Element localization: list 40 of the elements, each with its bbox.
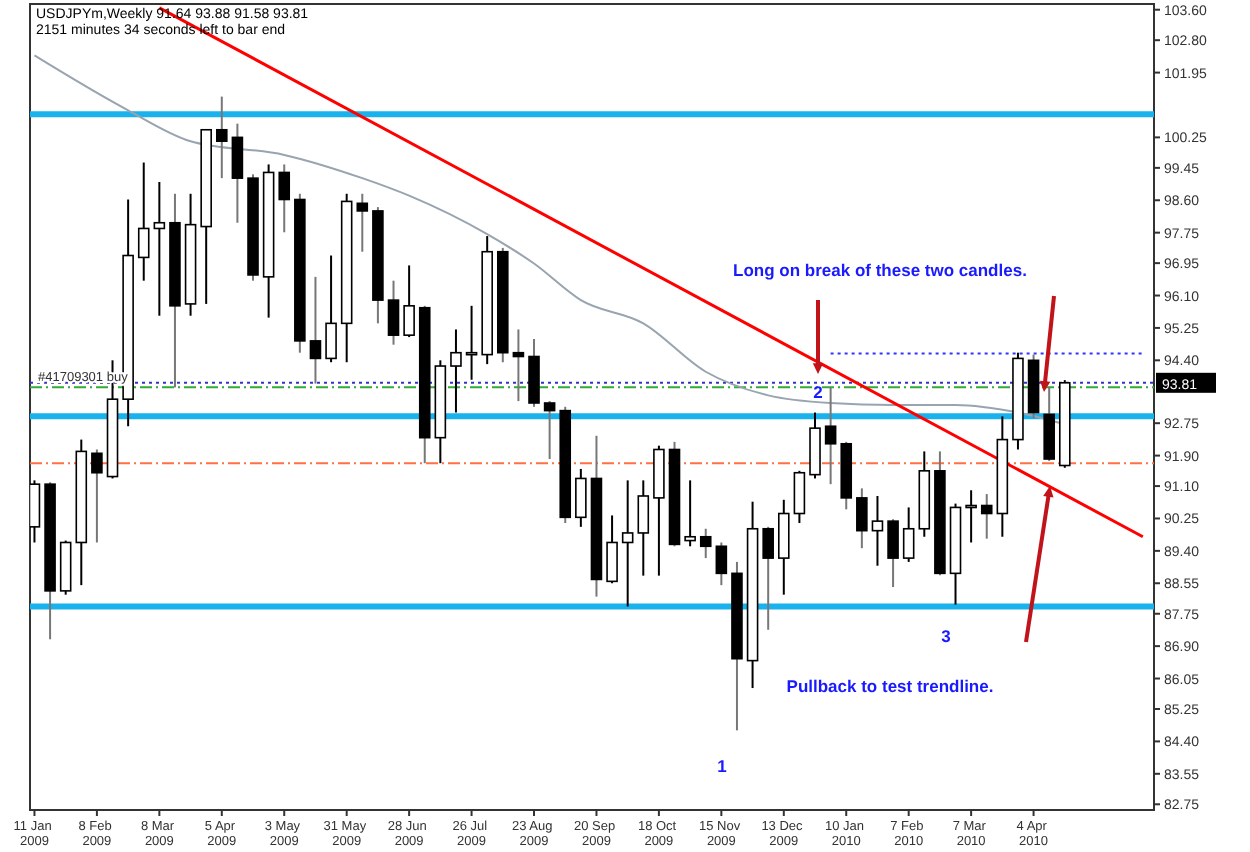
candlestick xyxy=(871,494,884,567)
candlestick xyxy=(762,525,774,631)
candlestick xyxy=(637,479,650,577)
candlestick xyxy=(278,163,291,234)
candlestick xyxy=(902,506,915,563)
candlestick xyxy=(528,337,540,408)
candlestick xyxy=(809,411,821,480)
candlestick xyxy=(684,479,696,548)
candlestick xyxy=(887,518,899,589)
candlestick xyxy=(715,541,728,587)
candlestick xyxy=(965,489,977,544)
candlestick xyxy=(215,95,228,180)
candlestick xyxy=(403,264,415,339)
candlestick xyxy=(980,493,993,540)
candlestick xyxy=(450,328,462,414)
candlestick xyxy=(153,180,166,317)
candlestick xyxy=(543,400,556,461)
candlestick xyxy=(575,467,587,528)
annotation: 1 xyxy=(717,756,728,776)
candlestick xyxy=(91,448,103,544)
candlestick xyxy=(387,279,400,346)
candlestick xyxy=(621,479,634,608)
candlestick xyxy=(309,275,322,385)
candlestick xyxy=(512,328,525,403)
annotation: Long on break of these two candles. xyxy=(733,260,1027,280)
candlestick xyxy=(699,527,712,560)
candlestick xyxy=(231,122,244,224)
candlestick xyxy=(356,192,369,253)
annotation: 3 xyxy=(941,626,952,646)
candlestick xyxy=(606,514,618,585)
annotation: 2 xyxy=(813,382,824,402)
candlestick xyxy=(777,498,790,596)
candlestick xyxy=(856,487,868,550)
candlestick xyxy=(137,161,150,282)
candlestick xyxy=(824,386,837,486)
candlestick xyxy=(793,469,806,525)
candlestick xyxy=(1043,386,1055,462)
candlestick xyxy=(30,479,41,544)
annotation: Pullback to test trendline. xyxy=(786,676,994,696)
candlestick xyxy=(325,254,337,364)
